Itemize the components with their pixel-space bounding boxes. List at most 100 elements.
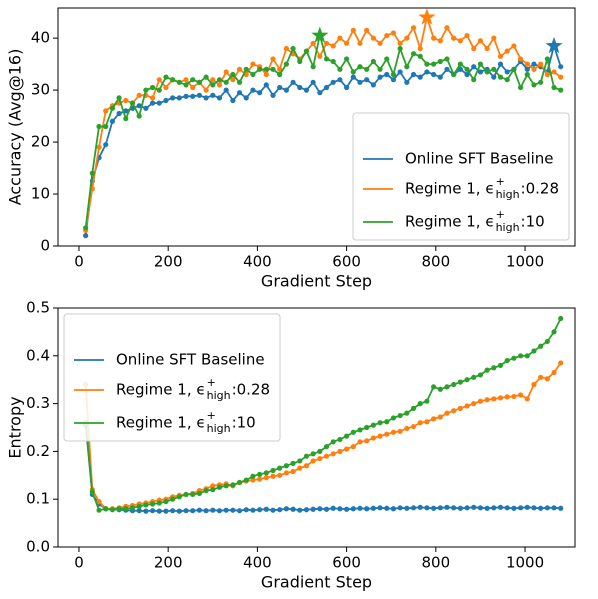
point xyxy=(417,74,423,80)
point xyxy=(370,435,376,441)
plot-lines xyxy=(83,13,564,239)
point xyxy=(471,374,477,380)
legend-sub: high xyxy=(496,188,520,201)
point xyxy=(370,505,376,511)
point xyxy=(89,170,95,176)
point xyxy=(404,35,410,41)
point xyxy=(196,490,203,497)
point xyxy=(277,472,283,478)
point xyxy=(524,61,530,67)
point xyxy=(310,458,316,464)
legend-frame xyxy=(352,112,570,241)
point xyxy=(491,35,497,41)
point xyxy=(190,93,196,99)
point xyxy=(210,92,216,98)
point xyxy=(216,508,223,514)
point xyxy=(511,505,517,511)
point xyxy=(404,64,410,70)
point xyxy=(263,506,269,512)
point xyxy=(183,82,189,88)
point xyxy=(210,77,216,83)
point xyxy=(370,35,376,41)
point xyxy=(270,92,276,98)
point xyxy=(437,505,443,511)
point xyxy=(544,71,550,78)
legend-sup: + xyxy=(496,175,505,188)
point xyxy=(484,45,490,52)
point xyxy=(236,90,243,96)
point xyxy=(116,110,122,117)
point xyxy=(491,74,497,80)
legend-sub: high xyxy=(496,221,520,234)
point xyxy=(176,95,182,101)
point xyxy=(551,505,557,511)
legend-label-tail: :0.28 xyxy=(232,381,270,399)
point xyxy=(163,498,169,505)
point xyxy=(317,506,323,512)
point xyxy=(538,374,544,380)
point xyxy=(257,471,263,477)
x-tick-label: 600 xyxy=(332,253,361,271)
y-axis-label: Entropy xyxy=(6,396,25,458)
point xyxy=(183,77,189,83)
point xyxy=(544,505,550,511)
point xyxy=(404,410,410,416)
point xyxy=(143,508,149,514)
point xyxy=(477,372,484,378)
point xyxy=(404,505,410,511)
point xyxy=(538,61,544,67)
point xyxy=(457,379,463,385)
point xyxy=(457,66,463,72)
y-tick-label: 20 xyxy=(31,133,50,151)
point xyxy=(149,84,156,91)
point xyxy=(444,56,450,62)
point xyxy=(297,465,303,471)
point xyxy=(404,425,410,432)
point xyxy=(136,103,142,109)
point xyxy=(477,69,484,75)
point xyxy=(183,93,189,99)
point xyxy=(357,64,363,70)
point xyxy=(370,422,376,428)
point xyxy=(444,504,450,510)
point xyxy=(216,95,223,101)
point xyxy=(210,507,216,513)
point xyxy=(491,66,497,72)
legend-entry: Online SFT Baseline xyxy=(74,351,265,369)
point xyxy=(257,90,263,96)
point xyxy=(250,61,256,67)
point xyxy=(310,40,316,46)
point xyxy=(357,40,363,46)
point xyxy=(103,108,109,114)
point xyxy=(243,477,249,483)
point xyxy=(116,95,122,101)
point xyxy=(183,508,189,514)
point xyxy=(344,40,350,46)
point xyxy=(337,77,343,83)
point xyxy=(504,394,510,400)
legend-label: Regime 1, ϵ xyxy=(405,180,495,198)
point xyxy=(136,508,142,514)
point xyxy=(384,419,390,425)
point xyxy=(524,504,530,510)
point xyxy=(216,77,223,83)
point xyxy=(143,105,149,111)
point xyxy=(497,61,504,67)
legend-label-tail: :10 xyxy=(521,213,545,231)
point xyxy=(511,393,517,400)
point xyxy=(270,56,276,62)
legend-sub: high xyxy=(207,389,231,402)
point xyxy=(156,508,162,514)
point xyxy=(484,69,490,75)
point xyxy=(170,77,176,83)
point xyxy=(497,395,504,401)
point xyxy=(377,433,383,439)
legend-entry: Regime 1, ϵ +high:10 xyxy=(362,208,545,234)
point xyxy=(531,505,537,511)
point xyxy=(417,420,423,426)
point xyxy=(437,74,443,80)
point xyxy=(170,95,176,101)
point xyxy=(109,105,116,111)
point xyxy=(524,66,530,72)
